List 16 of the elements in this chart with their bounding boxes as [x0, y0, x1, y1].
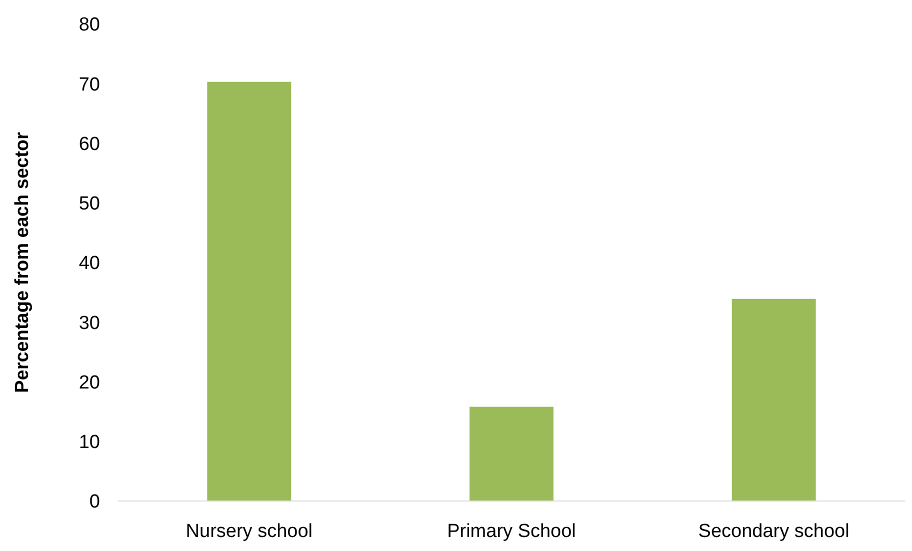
y-tick-label: 40 [78, 253, 100, 274]
x-tick-label: Secondary school [698, 521, 850, 542]
bar [732, 298, 816, 501]
y-tick-label: 50 [78, 194, 100, 215]
y-tick-label: 30 [78, 312, 100, 334]
x-tick-label: Primary School [447, 521, 576, 542]
y-tick-label: 10 [78, 432, 100, 454]
y-tick-label: 60 [78, 134, 100, 155]
y-axis-title: Percentage from each sector [12, 131, 33, 393]
y-tick-label: 0 [89, 492, 100, 513]
bar [207, 82, 292, 501]
y-tick-label: 80 [78, 14, 100, 36]
y-tick-label: 70 [78, 74, 100, 96]
y-tick-label: 20 [78, 372, 100, 394]
x-tick-label: Nursery school [186, 521, 313, 542]
bar [470, 406, 554, 501]
